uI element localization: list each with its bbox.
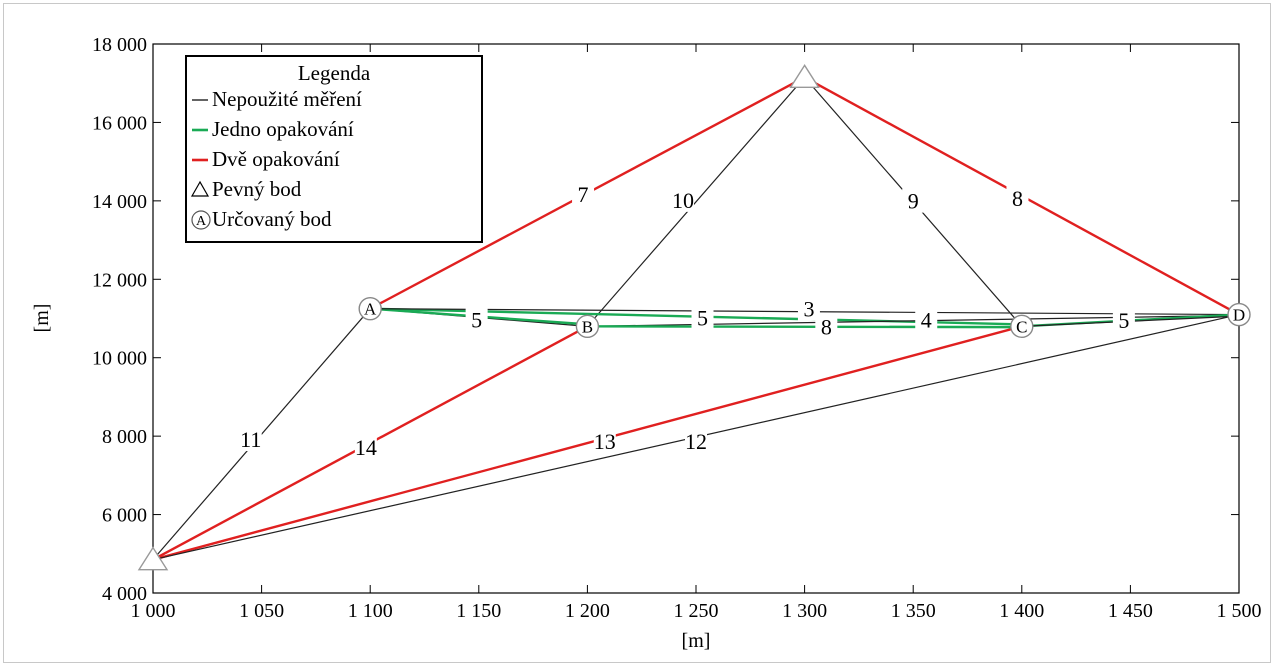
measurement-label: 3 (803, 296, 814, 321)
x-tick-label: 1 150 (456, 600, 501, 622)
measurement-label-bg (1006, 185, 1029, 210)
y-axis-label: [m] (31, 304, 53, 333)
measurement-label: 5 (697, 306, 708, 331)
y-tick-label: 6 000 (102, 505, 147, 527)
x-tick-label: 1 300 (782, 600, 827, 622)
measurement-label: 7 (578, 182, 589, 207)
measurement-line (152, 325, 1023, 561)
x-tick-label: 1 500 (1217, 600, 1262, 622)
measurement-label-bg (815, 314, 838, 339)
legend-entry-label: Pevný bod (212, 177, 302, 201)
measurement-label: 11 (240, 427, 261, 452)
y-tick-label: 16 000 (92, 112, 147, 134)
y-tick-label: 12 000 (92, 269, 147, 291)
legend-entry-label: Dvě opakování (212, 147, 340, 171)
measurement-label-bg (691, 305, 714, 330)
measurement-label-bg (354, 434, 377, 459)
determined-point-label: C (1016, 317, 1027, 336)
measurement-label-bg (465, 307, 488, 332)
y-tick-label: 14 000 (92, 191, 147, 213)
x-tick-label: 1 050 (239, 600, 284, 622)
y-tick-label: 8 000 (102, 426, 147, 448)
x-tick-label: 1 450 (1108, 600, 1153, 622)
measurement-label-bg (685, 429, 707, 454)
x-tick-label: 1 350 (891, 600, 936, 622)
measurement-label-bg (239, 427, 262, 452)
measurement-line (587, 325, 1022, 329)
legend-circle-swatch (191, 210, 211, 230)
y-tick-label: 10 000 (92, 348, 147, 370)
measurement-label: 13 (594, 429, 616, 454)
legend-entry-label: Nepoužité měření (212, 87, 362, 111)
measurement-label: 14 (355, 435, 377, 460)
determined-point-circle (358, 296, 382, 321)
x-tick-label: 1 250 (674, 600, 719, 622)
measurement-line (586, 76, 806, 327)
measurement-label-bg (572, 181, 595, 206)
measurement-label: 10 (672, 188, 694, 213)
x-tick-label: 1 000 (131, 600, 176, 622)
measurement-label: 12 (685, 429, 707, 454)
network-chart: 1 000 1 050 1 100 1 150 1 200 1 250 1 300 1 350… (31, 34, 1262, 652)
determined-point-label: D (1233, 306, 1245, 325)
measurement-label: 8 (821, 315, 832, 340)
measurement-label-bg (671, 187, 694, 212)
determined-point-circle (575, 314, 600, 339)
legend-entry-label: Určovaný bod (212, 207, 332, 231)
legend-box (185, 55, 483, 243)
measurement-label: 8 (1012, 186, 1023, 211)
measurement-label: 5 (471, 307, 482, 332)
y-tick-label: 4 000 (102, 583, 147, 605)
determined-point-label: A (364, 300, 377, 319)
determined-point-circle (1227, 302, 1251, 327)
determined-point-circle (1010, 314, 1034, 339)
measurement-label: 5 (1118, 308, 1129, 333)
measurement-label: 9 (908, 189, 919, 214)
measurement-label-bg (593, 429, 616, 454)
legend-title: Legenda (298, 61, 371, 85)
legend-entry-label: Jedno opakování (212, 117, 354, 141)
x-axis-label: [m] (682, 630, 711, 652)
measurement-label-bg (915, 307, 938, 332)
x-tick-label: 1 200 (565, 600, 610, 622)
figure-frame: 1 000 1 050 1 100 1 150 1 200 1 250 1 300 1 350… (3, 3, 1271, 663)
measurement-label: 4 (921, 307, 932, 332)
fixed-point-triangle (137, 546, 169, 571)
fixed-point-triangle (789, 64, 820, 89)
measurement-label-bg (797, 296, 820, 321)
legend-circle-symbol: A (196, 214, 207, 229)
y-tick-label: 18 000 (92, 34, 147, 56)
measurement-label-bg (1112, 308, 1135, 333)
x-tick-label: 1 100 (348, 600, 393, 622)
determined-point-label: B (582, 317, 593, 336)
legend-triangle-swatch (190, 180, 210, 197)
measurement-label-bg (902, 188, 925, 213)
x-tick-label: 1 400 (999, 600, 1044, 622)
